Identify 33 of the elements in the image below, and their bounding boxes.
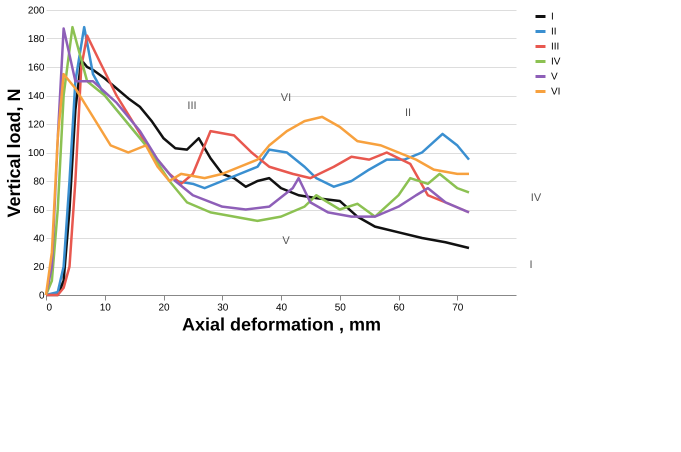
legend-label: IV — [551, 56, 561, 68]
y-tick-label: 200 — [28, 6, 45, 16]
x-tick-label: 50 — [334, 302, 346, 314]
legend-label: III — [551, 42, 560, 52]
x-axis-title: Axial deformation , mm — [182, 314, 382, 334]
legend-label: V — [551, 72, 558, 82]
y-tick-label: 0 — [38, 290, 45, 302]
x-tick-label: 40 — [276, 302, 288, 314]
annotation: VI — [280, 92, 292, 104]
x-tick-label: 20 — [158, 302, 170, 314]
y-tick-label: 160 — [28, 62, 45, 74]
text: I — [529, 259, 533, 271]
annotation: V — [282, 235, 290, 247]
x-tick-label: 10 — [100, 302, 112, 314]
y-tick-label: 120 — [28, 120, 45, 130]
text: IV — [530, 192, 542, 204]
annotation: III — [187, 100, 197, 112]
y-tick-label: 180 — [28, 34, 45, 45]
x-tick-label: 30 — [217, 302, 229, 314]
y-tick-label: 80 — [33, 176, 45, 188]
x-tick-label: 0 — [46, 302, 52, 314]
legend-label: II — [551, 26, 557, 38]
annotation: II — [404, 107, 412, 119]
y-tick-label: 20 — [33, 262, 45, 273]
x-tick-label: 60 — [393, 302, 405, 314]
y-axis-title: Vertical load, N — [4, 88, 24, 218]
y-tick-label: 40 — [33, 234, 45, 244]
x-tick-label: 70 — [452, 302, 464, 314]
legend-label: I — [551, 12, 554, 22]
y-tick-label: 140 — [28, 91, 45, 102]
y-tick-label: 60 — [33, 205, 45, 216]
legend-label: VI — [551, 86, 560, 98]
y-tick-label: 100 — [28, 148, 45, 159]
